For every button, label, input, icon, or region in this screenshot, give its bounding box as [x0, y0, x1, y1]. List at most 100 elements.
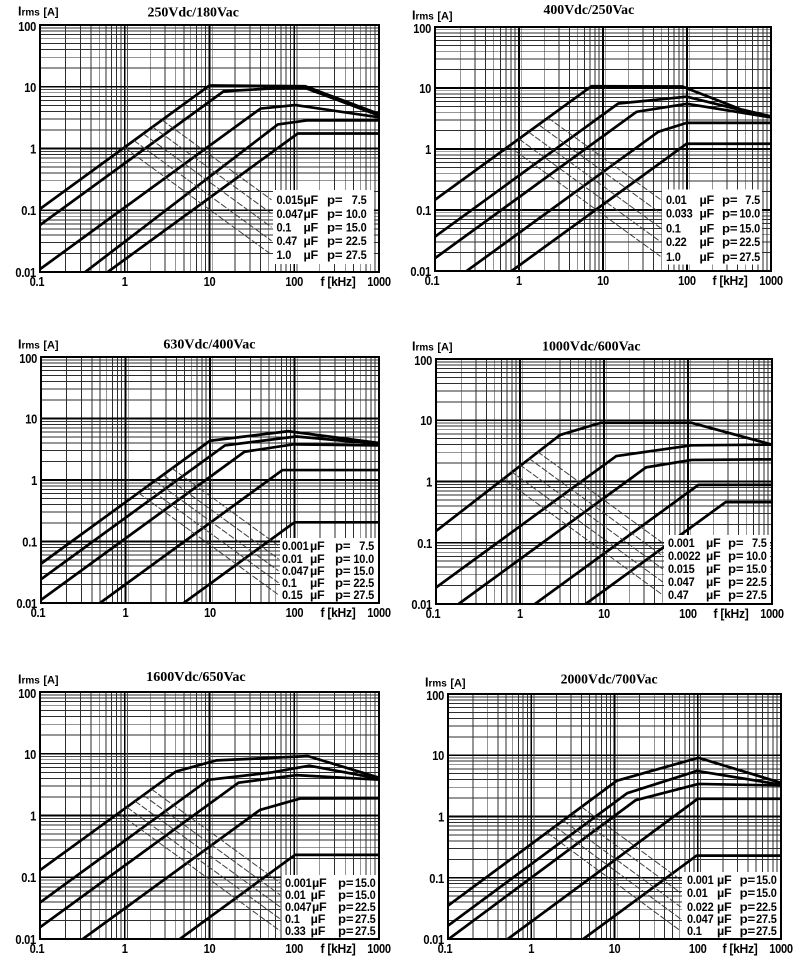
- svg-text:p=: p=: [740, 873, 755, 887]
- svg-text:0.1: 0.1: [31, 606, 46, 620]
- svg-text:µF: µF: [310, 539, 325, 553]
- svg-text:100: 100: [285, 275, 303, 289]
- svg-text:Irms [A]: Irms [A]: [412, 9, 453, 23]
- svg-text:µF: µF: [700, 207, 715, 221]
- svg-text:1000: 1000: [367, 275, 391, 289]
- svg-text:0.1: 0.1: [30, 942, 45, 956]
- svg-text:µF: µF: [717, 886, 732, 900]
- svg-text:10: 10: [432, 749, 444, 763]
- svg-text:p=: p=: [740, 900, 755, 914]
- svg-text:27.5: 27.5: [355, 912, 376, 926]
- svg-text:0.047: 0.047: [285, 900, 312, 914]
- svg-text:µF: µF: [310, 564, 325, 578]
- svg-text:0.047: 0.047: [277, 207, 304, 221]
- svg-text:10: 10: [598, 607, 610, 621]
- svg-text:1000: 1000: [759, 274, 783, 288]
- svg-text:0.1: 0.1: [22, 536, 37, 550]
- svg-text:p=: p=: [327, 207, 342, 221]
- svg-text:1000: 1000: [769, 942, 793, 956]
- svg-text:100: 100: [414, 354, 432, 368]
- svg-text:µF: µF: [717, 924, 732, 938]
- svg-text:15.0: 15.0: [355, 876, 376, 890]
- svg-text:f [kHz]: f [kHz]: [321, 942, 356, 956]
- svg-text:1: 1: [122, 275, 128, 289]
- svg-text:0.01: 0.01: [411, 598, 432, 612]
- svg-text:7.5: 7.5: [745, 193, 760, 207]
- svg-text:p=: p=: [722, 193, 737, 207]
- svg-text:27.5: 27.5: [353, 588, 374, 602]
- svg-text:p=: p=: [728, 549, 743, 563]
- svg-text:µF: µF: [700, 250, 715, 264]
- svg-text:µF: µF: [311, 924, 326, 938]
- svg-text:µF: µF: [706, 562, 721, 576]
- svg-text:22.5: 22.5: [756, 900, 777, 914]
- svg-text:0.01: 0.01: [16, 597, 37, 611]
- svg-text:100: 100: [286, 606, 304, 620]
- svg-text:0.01: 0.01: [687, 886, 708, 900]
- svg-text:p=: p=: [338, 924, 353, 938]
- svg-text:µF: µF: [700, 235, 715, 249]
- svg-text:10: 10: [420, 414, 432, 428]
- svg-text:0.1: 0.1: [21, 204, 36, 218]
- svg-text:0.01: 0.01: [423, 933, 444, 947]
- svg-text:µF: µF: [304, 248, 319, 262]
- svg-text:0.047: 0.047: [687, 912, 714, 926]
- svg-text:1.0: 1.0: [277, 248, 292, 262]
- svg-text:10.0: 10.0: [346, 207, 367, 221]
- svg-text:p=: p=: [335, 564, 350, 578]
- svg-text:0.1: 0.1: [429, 872, 444, 886]
- svg-text:0.001: 0.001: [285, 876, 312, 890]
- svg-text:0.033: 0.033: [666, 207, 693, 221]
- svg-text:p=: p=: [728, 536, 743, 550]
- svg-text:0.1: 0.1: [687, 924, 702, 938]
- svg-text:p=: p=: [327, 221, 342, 235]
- svg-text:p=: p=: [338, 888, 353, 902]
- svg-text:1000Vdc/600Vac: 1000Vdc/600Vac: [542, 339, 641, 354]
- svg-text:0.047: 0.047: [668, 575, 695, 589]
- svg-text:250Vdc/180Vac: 250Vdc/180Vac: [148, 6, 239, 21]
- svg-text:p=: p=: [722, 207, 737, 221]
- svg-text:µF: µF: [310, 576, 325, 590]
- svg-text:15.0: 15.0: [353, 564, 374, 578]
- svg-text:µF: µF: [312, 900, 327, 914]
- svg-text:0.1: 0.1: [417, 537, 432, 551]
- svg-text:0.33: 0.33: [285, 924, 306, 938]
- svg-text:15.0: 15.0: [346, 221, 367, 235]
- svg-text:Irms [A]: Irms [A]: [412, 340, 453, 354]
- svg-text:µF: µF: [700, 193, 715, 207]
- svg-text:10: 10: [24, 748, 36, 762]
- svg-text:µF: µF: [304, 193, 319, 207]
- svg-text:0.15: 0.15: [282, 588, 303, 602]
- svg-text:Irms [A]: Irms [A]: [18, 5, 59, 19]
- svg-text:0.001: 0.001: [687, 873, 714, 887]
- svg-text:1.0: 1.0: [666, 250, 681, 264]
- svg-text:10: 10: [204, 942, 216, 956]
- svg-text:0.015: 0.015: [277, 193, 304, 207]
- svg-text:1: 1: [517, 607, 523, 621]
- svg-text:p=: p=: [327, 248, 342, 262]
- svg-text:f [kHz]: f [kHz]: [714, 607, 749, 621]
- svg-text:p=: p=: [728, 588, 743, 602]
- svg-text:f [kHz]: f [kHz]: [723, 942, 758, 956]
- svg-text:1: 1: [528, 942, 534, 956]
- svg-text:0.001: 0.001: [668, 536, 695, 550]
- svg-text:0.022: 0.022: [687, 900, 714, 914]
- svg-text:µF: µF: [304, 221, 319, 235]
- svg-text:µF: µF: [304, 234, 319, 248]
- svg-text:0.01: 0.01: [285, 888, 306, 902]
- svg-text:p=: p=: [338, 912, 353, 926]
- svg-text:µF: µF: [310, 552, 325, 566]
- svg-text:p=: p=: [722, 235, 737, 249]
- svg-text:p=: p=: [327, 234, 342, 248]
- svg-text:22.5: 22.5: [746, 575, 767, 589]
- svg-text:100: 100: [689, 942, 707, 956]
- svg-text:0.1: 0.1: [30, 275, 45, 289]
- svg-text:p=: p=: [335, 588, 350, 602]
- svg-text:0.1: 0.1: [277, 221, 292, 235]
- svg-text:0.47: 0.47: [668, 588, 689, 602]
- svg-text:0.1: 0.1: [416, 204, 431, 218]
- svg-text:10: 10: [609, 942, 621, 956]
- svg-text:22.5: 22.5: [346, 234, 367, 248]
- svg-text:0.1: 0.1: [21, 871, 36, 885]
- svg-text:2000Vdc/700Vac: 2000Vdc/700Vac: [561, 673, 658, 688]
